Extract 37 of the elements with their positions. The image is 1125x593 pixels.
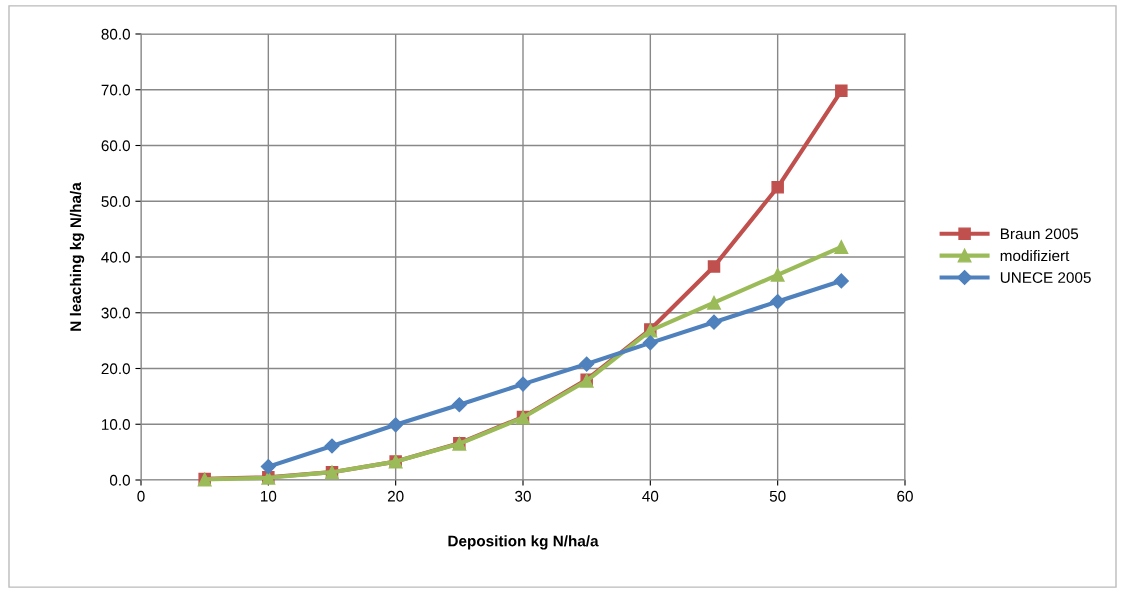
- x-tick-label: 0: [137, 490, 145, 502]
- point: [260, 459, 276, 475]
- point: [324, 438, 340, 454]
- point: [770, 267, 785, 282]
- point: [770, 294, 786, 310]
- x-axis-title: Deposition kg N/ha/a: [448, 535, 599, 550]
- x-tick-label: 60: [897, 490, 913, 502]
- point: [706, 314, 722, 330]
- x-tick-label: 30: [515, 490, 531, 502]
- y-tick-label: 40.0: [101, 251, 130, 263]
- legend-label: modifiziert: [1000, 249, 1070, 262]
- point: [835, 84, 848, 98]
- point: [642, 335, 658, 351]
- y-tick-label: 20.0: [101, 363, 130, 375]
- point: [388, 417, 404, 433]
- y-tick-label: 70.0: [101, 84, 130, 96]
- x-tick-label: 40: [642, 490, 659, 502]
- y-tick-label: 30.0: [101, 307, 130, 319]
- point: [707, 260, 721, 273]
- point: [451, 397, 467, 413]
- y-tick-label: 10.0: [102, 419, 130, 430]
- point: [834, 240, 849, 254]
- point: [579, 356, 595, 372]
- point: [515, 376, 531, 392]
- y-axis-title: N leaching kg N/ha/a: [69, 182, 85, 331]
- x-tick-label: 20: [387, 490, 404, 502]
- legend-label: Braun 2005: [1000, 228, 1079, 240]
- y-tick-label: 60.0: [101, 140, 130, 152]
- y-tick-label: 50.0: [101, 196, 130, 207]
- x-tick-label: 10: [261, 490, 277, 502]
- y-tick-label: 0.0: [109, 474, 130, 486]
- point: [833, 273, 849, 289]
- point: [771, 181, 784, 194]
- y-tick-label: 80.0: [101, 28, 130, 40]
- legend-label: UNECE 2005: [1000, 272, 1091, 283]
- x-tick-label: 50: [769, 490, 786, 502]
- point: [707, 295, 721, 310]
